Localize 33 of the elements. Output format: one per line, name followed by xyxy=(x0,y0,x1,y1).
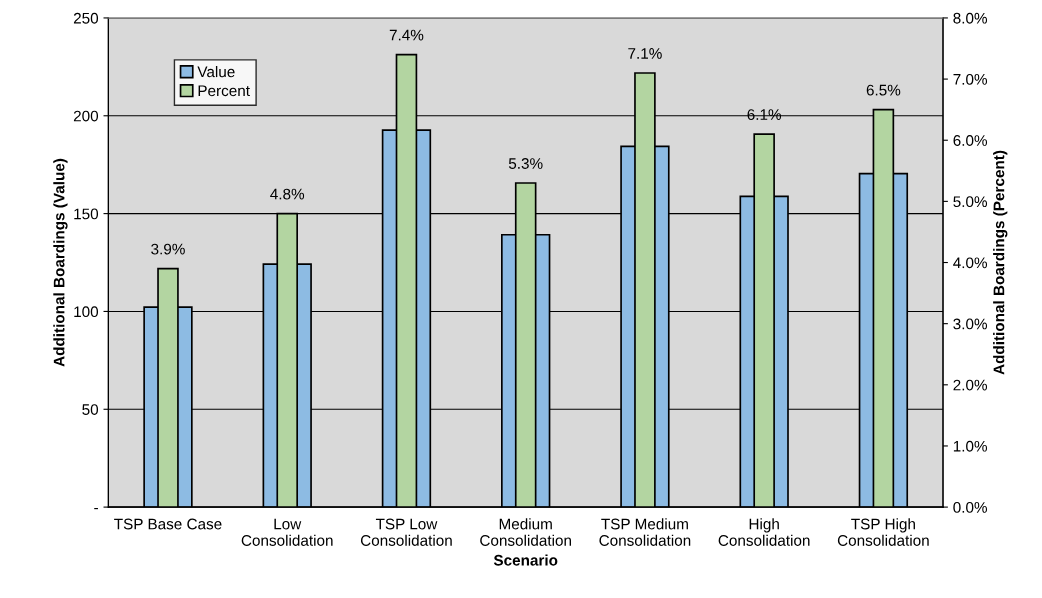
y-tick-label: 100 xyxy=(74,306,99,318)
y2-axis-title: Additional Boardings (Percent) xyxy=(993,150,1008,375)
data-label: 5.3% xyxy=(508,158,543,169)
y2-tick-label: 0.0% xyxy=(953,501,988,513)
x-tick-label: High Consolidation xyxy=(718,518,810,546)
data-label: 7.1% xyxy=(628,48,662,59)
x-tick-label: TSP Low Consolidation xyxy=(360,518,452,546)
data-label: 6.5% xyxy=(866,84,901,96)
y-tick-label: 200 xyxy=(73,110,99,122)
y-axis-title: Additional Boardings (Value) xyxy=(53,158,68,367)
y-tick-label: - xyxy=(94,507,98,510)
y2-tick-label: 3.0% xyxy=(953,318,988,330)
y2-tick-label: 8.0% xyxy=(953,12,988,24)
y2-tick-label: 1.0% xyxy=(953,440,988,452)
y2-tick-label: 6.0% xyxy=(953,135,988,146)
legend-label: Value xyxy=(197,66,235,78)
y2-tick-label: 2.0% xyxy=(953,379,988,391)
x-tick-label: TSP High Consolidation xyxy=(837,518,929,546)
x-tick-label: Low Consolidation xyxy=(241,518,333,546)
x-tick-label: TSP Medium Consolidation xyxy=(599,518,691,546)
data-label: 3.9% xyxy=(151,243,185,255)
x-tick-label: Medium Consolidation xyxy=(480,518,571,546)
x-tick-label: TSP Base Case xyxy=(114,518,222,530)
data-label: 7.4% xyxy=(389,29,424,41)
y2-tick-label: 4.0% xyxy=(953,257,988,269)
y2-tick-label: 5.0% xyxy=(953,196,988,208)
data-label: 4.8% xyxy=(270,188,305,200)
x-axis-title: Scenario xyxy=(493,554,558,566)
y-tick-label: 150 xyxy=(74,208,99,220)
y2-tick-label: 7.0% xyxy=(953,73,988,85)
legend-label: Percent xyxy=(198,85,250,97)
y-tick-label: 250 xyxy=(73,12,99,24)
y-tick-label: 50 xyxy=(82,404,99,415)
